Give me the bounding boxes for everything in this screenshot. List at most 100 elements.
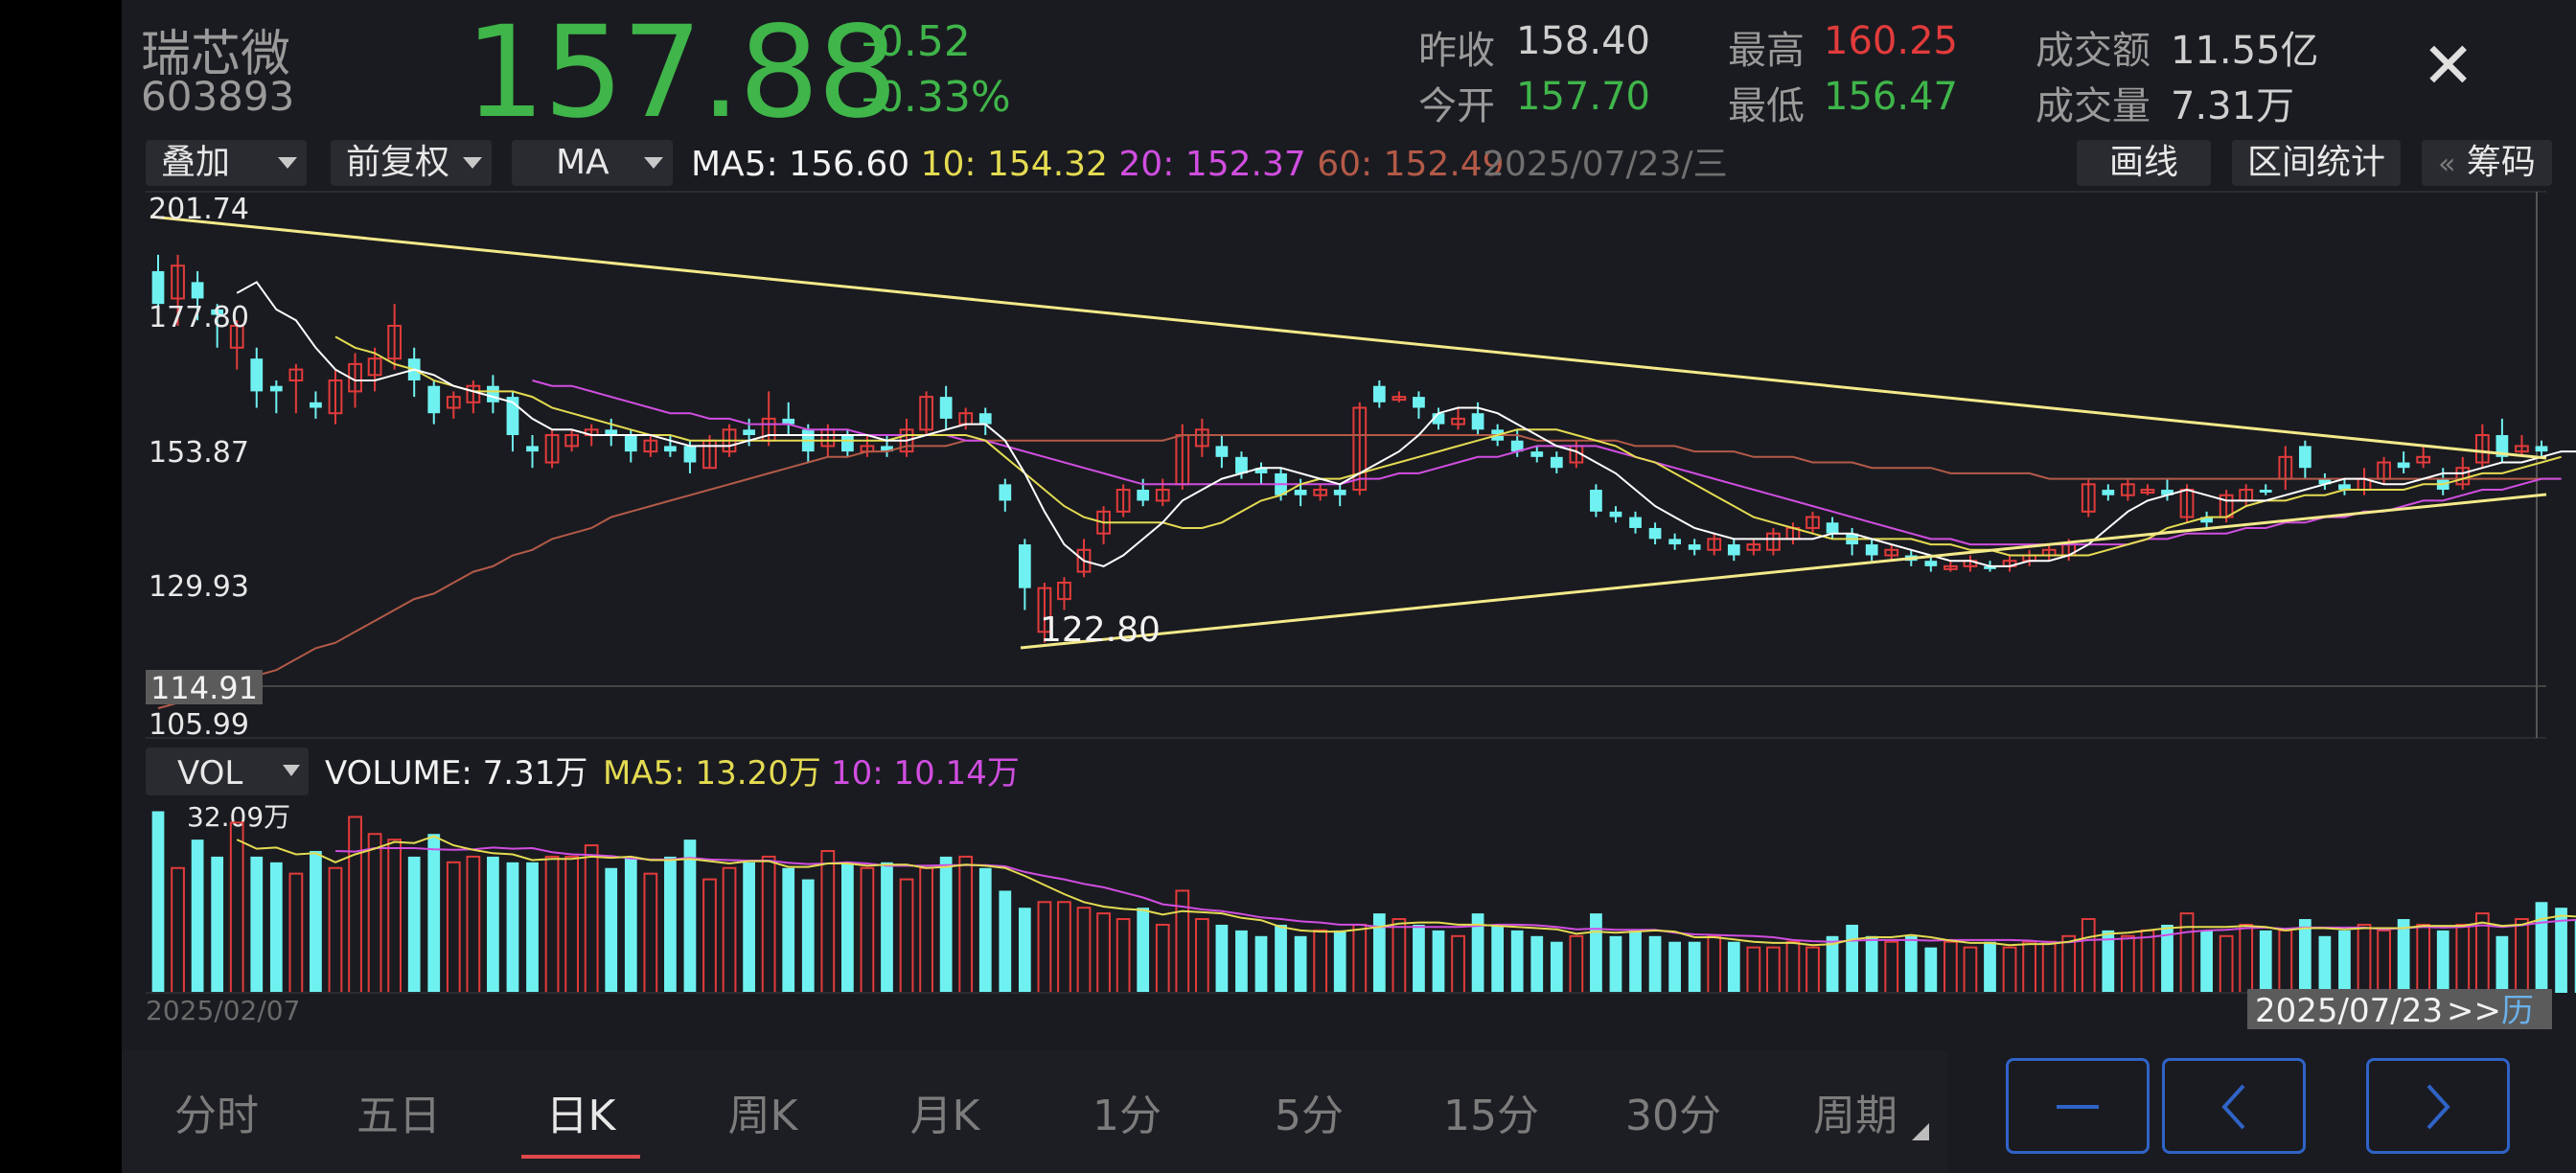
candle-body-down [782,418,795,425]
open-label: 今开 [1418,84,1495,128]
next-button[interactable] [2366,1058,2510,1154]
volume-ma10: 10: 10.14万 [831,754,1020,793]
volume-bar-up [2061,934,2077,994]
end-date-tag-bg [2247,989,2552,1029]
volume-bar-down [2200,930,2213,993]
volume-bar-down [506,862,519,993]
ma5-line [236,281,2576,567]
volume-bar-down [2102,930,2115,993]
volume-bar-down [1471,913,1484,993]
candle-body-down [1294,490,1307,495]
candle-body-up [2140,489,2155,494]
chips-button[interactable]: « 筹码 [2422,140,2552,186]
volume-bar-down [2397,919,2410,993]
candle-body-down [841,435,854,452]
volume-bar-down [1432,930,1445,993]
kline-chart[interactable]: 201.74 177.80 153.87 129.93 114.91 105.9… [122,0,2576,1173]
draw-button[interactable]: 画线 [2077,140,2211,186]
candle-body-down [939,397,953,419]
tab-period[interactable]: 周期 [1813,1092,1898,1140]
volume-bar-up [958,855,974,994]
chips-label: 筹码 [2466,143,2536,182]
volume-bar-down [269,862,283,993]
price-change: -0.52 [862,17,971,66]
candle-body-down [2496,435,2509,457]
candle-body-down [2102,490,2115,495]
candle-body-up [544,434,560,464]
volume-bar-up [1352,923,1368,994]
candle-body-down [1510,440,1524,452]
price-tick: 129.93 [149,570,249,604]
volume-bar-up [722,866,737,994]
tab-timeshare[interactable]: 分时 [174,1092,259,1140]
volume-bar-down [2555,908,2567,993]
chevron-left-icon [2221,1084,2245,1130]
candle-body-down [624,435,637,452]
volume-bar-up [2022,940,2036,994]
candle-body-down [1530,451,1544,457]
price-grid [146,191,2546,739]
ma60-value: 60: 152.49 [1317,145,1505,184]
volume-bar-down [2338,930,2351,993]
volume-bar-down [978,867,992,993]
tab-5min[interactable]: 5分 [1275,1092,1344,1140]
volume-bar-up [761,855,776,994]
end-date-tag[interactable]: 2025/07/23 >>历 [2255,992,2534,1030]
volume-bar-down [310,850,322,993]
candle-body-down [1471,413,1484,430]
candle-body-down [427,385,441,414]
vol-dropdown[interactable] [146,748,309,795]
volume-bar-down [1254,935,1268,993]
volume-bar-down [526,862,539,993]
current-price: 157.88 [465,0,898,147]
candle-body-down [1254,468,1268,473]
volume-bar-up [2515,918,2529,995]
indicator-dropdown[interactable]: MA [512,140,673,186]
candle-body-down [1215,446,1229,457]
candle-body-up [1392,396,1407,402]
candle-body-down [2338,484,2351,491]
volume-bar-up [1746,946,1761,995]
tab-1min[interactable]: 1分 [1092,1092,1162,1140]
zoom-out-button[interactable] [2006,1058,2150,1154]
chevron-down-icon [463,157,482,169]
tab-monthly-k[interactable]: 月K [909,1092,980,1140]
tab-bar [122,1050,1947,1173]
volume-bar-up [446,861,461,994]
lower-trendline [1020,493,2547,650]
period-expand-icon [1912,1123,1929,1140]
candle-body-down [1333,490,1346,495]
candle-body-up [1037,586,1052,633]
tab-weekly-k[interactable]: 周K [727,1092,798,1140]
volume-bar-down [211,856,224,993]
volume-bar-up [2179,912,2195,995]
tab-30min[interactable]: 30分 [1625,1092,1721,1140]
range-stats-button[interactable]: 区间统计 [2232,140,2401,186]
volume-bar-up [544,855,560,994]
volume-bar-down [1629,930,1642,993]
ma-lines-layer [157,281,2576,710]
ma10-value: 10: 154.32 [920,145,1108,184]
app-window: 瑞芯微 603893 157.88 -0.52 -0.33% 昨收 158.40… [122,0,2576,1173]
candle-body-down [1432,413,1445,425]
adjust-dropdown[interactable]: 前复权 [331,140,492,186]
volume-value: VOLUME: 7.31万 [325,754,587,793]
volume-bar-down [801,879,815,993]
volume-ma5-line [236,835,2576,947]
prev-button[interactable] [2162,1058,2306,1154]
candle-body-up [2455,467,2471,486]
volume-bar-up [2121,934,2135,994]
volume-bar-down [1550,941,1563,993]
overlay-dropdown[interactable]: 叠加 [146,140,307,186]
prev-close-value: 158.40 [1516,19,1650,63]
tab-15min[interactable]: 15分 [1443,1092,1539,1140]
candle-body-down [1629,517,1642,528]
volume-bar-up [1194,918,1209,995]
volume-bar-down [250,856,264,993]
tab-five-day[interactable]: 五日 [356,1092,441,1140]
tab-daily-k[interactable]: 日K [545,1092,616,1140]
volume-bar-down [1609,935,1622,993]
candle-body-up [1116,489,1131,513]
stock-name: 瑞芯微 [141,26,291,83]
close-icon[interactable]: ✕ [2422,29,2475,103]
